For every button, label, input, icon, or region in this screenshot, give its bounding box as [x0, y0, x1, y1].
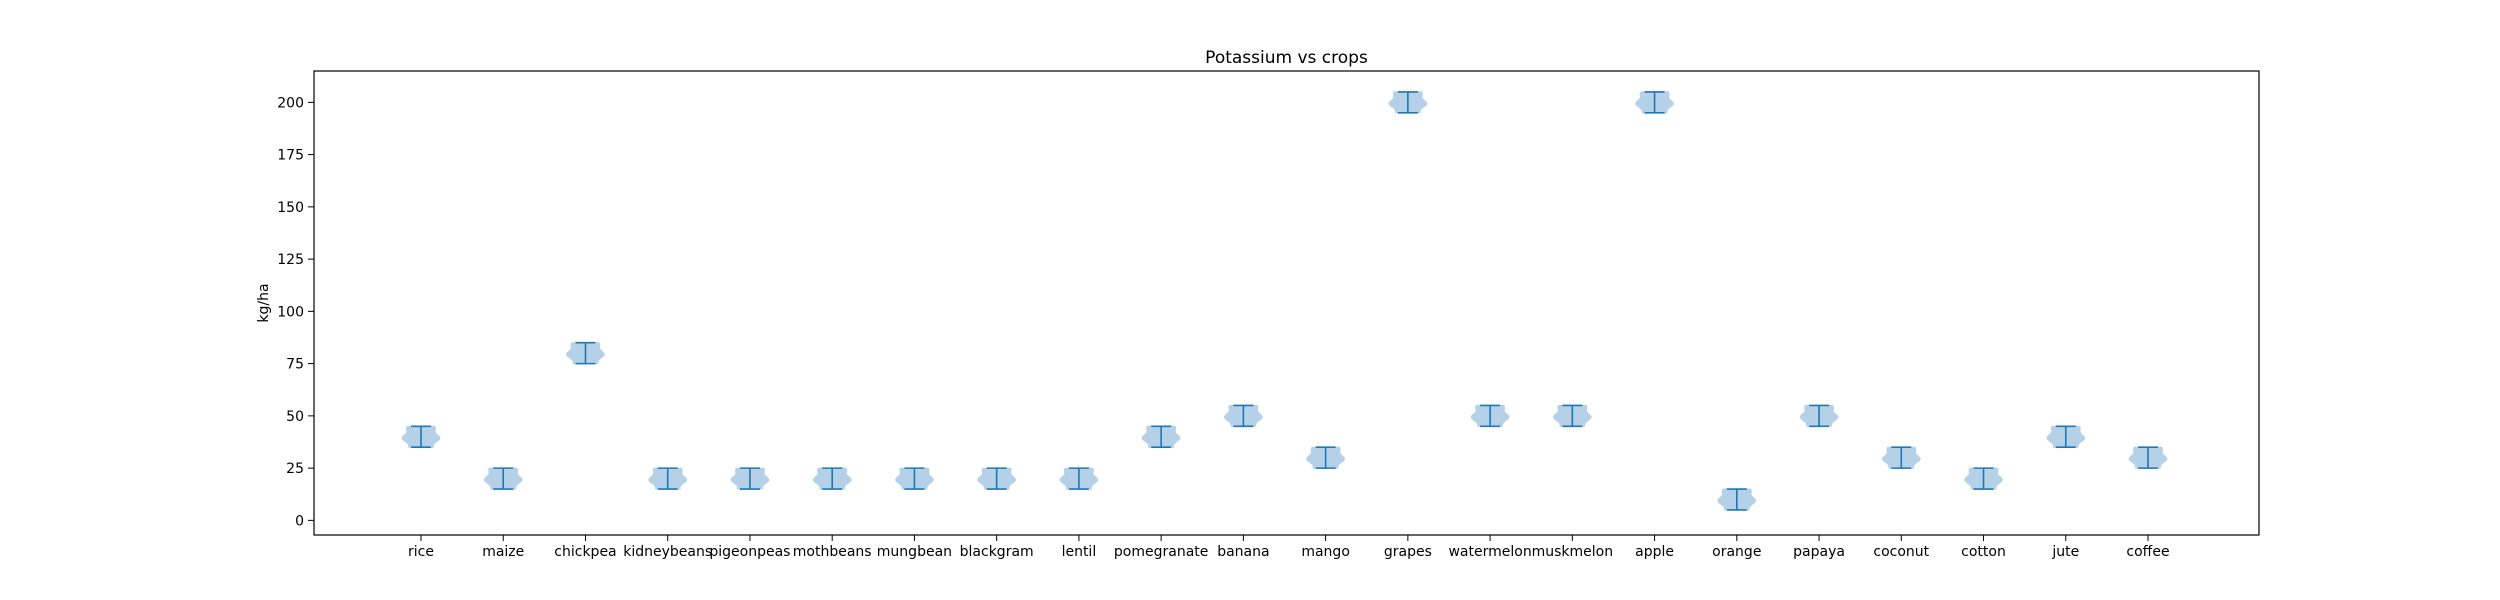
x-tick-label: mungbean	[877, 544, 952, 560]
chart-title: Potassium vs crops	[1205, 48, 1368, 68]
y-axis-label: kg/ha	[256, 283, 272, 322]
y-tick-label: 25	[286, 461, 304, 477]
x-tick-label: coconut	[1873, 544, 1929, 560]
x-tick-label: mothbeans	[793, 544, 872, 560]
x-tick-label: pomegranate	[1114, 544, 1208, 560]
x-tick-label: maize	[482, 544, 524, 560]
x-tick-label: apple	[1635, 544, 1674, 560]
y-tick-label: 200	[277, 95, 304, 111]
y-tick-label: 75	[286, 357, 304, 373]
y-tick-label: 50	[286, 409, 304, 425]
y-tick-label: 175	[277, 148, 304, 164]
x-tick-label: coffee	[2126, 544, 2169, 560]
violins-group	[401, 91, 2168, 511]
x-tick-label: banana	[1217, 544, 1269, 560]
x-tick-label: grapes	[1384, 544, 1432, 560]
y-axis-ticks: 0 25 50 75 100 125 150 175 200	[277, 95, 314, 529]
x-tick-label: chickpea	[554, 544, 616, 560]
y-tick-label: 0	[295, 513, 304, 529]
y-tick-label: 100	[277, 304, 304, 320]
plot-area-frame	[313, 70, 2260, 536]
x-tick-label: kidneybeans	[623, 544, 712, 560]
x-tick-label: rice	[408, 544, 434, 560]
x-tick-label: mango	[1301, 544, 1350, 560]
x-tick-label: papaya	[1793, 544, 1845, 560]
x-tick-label: cotton	[1961, 544, 2006, 560]
x-tick-label: muskmelon	[1532, 544, 1614, 560]
x-tick-label: orange	[1712, 544, 1761, 560]
x-tick-label: pigeonpeas	[709, 544, 790, 560]
x-tick-label: lentil	[1062, 544, 1097, 560]
y-tick-label: 150	[277, 200, 304, 216]
x-tick-label: watermelon	[1448, 544, 1531, 560]
x-tick-label: blackgram	[960, 544, 1034, 560]
x-tick-label: jute	[2051, 544, 2079, 560]
y-tick-label: 125	[277, 252, 304, 268]
